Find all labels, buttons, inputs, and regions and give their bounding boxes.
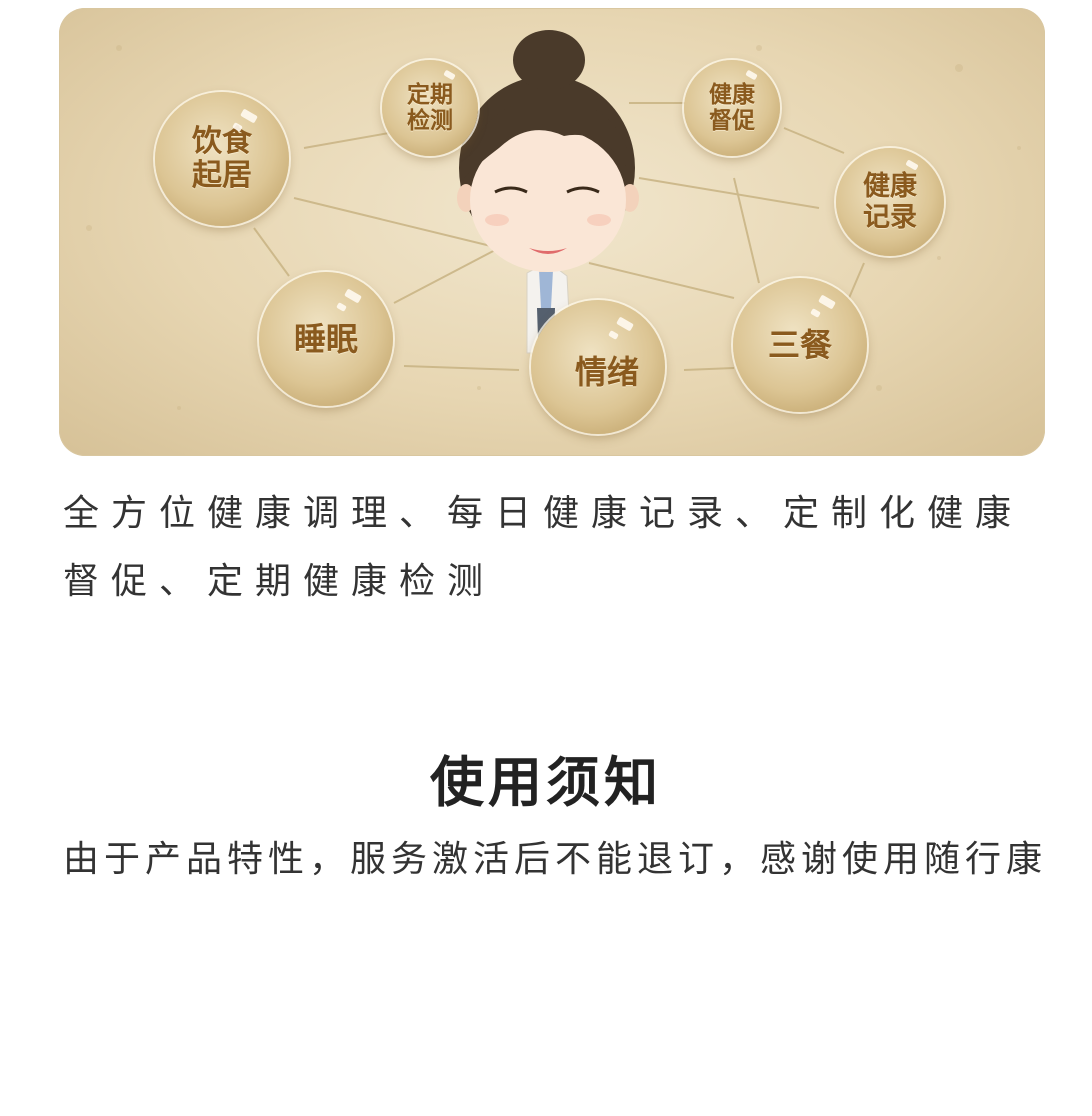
- doctor-figure: [457, 30, 639, 376]
- bubble-sleep-label: 睡眠: [293, 319, 358, 358]
- banner-illustration: [86, 30, 1021, 410]
- bubble-sleep: 睡眠: [259, 272, 393, 406]
- notice-title: 使用须知: [430, 751, 662, 814]
- bubble-record: 健康 记录: [836, 148, 944, 256]
- bubble-meals-label: 三餐: [767, 325, 832, 364]
- bubble-diet-label: 饮食 起居: [192, 123, 252, 193]
- bubble-meals: 三餐: [733, 278, 867, 412]
- bubble-supervise-label: 健康 督促: [709, 81, 755, 134]
- service-description: 全方位健康调理、每日健康记录、定制化健康督促、定期健康检测: [63, 493, 1024, 602]
- bubble-mood-label: 情绪: [574, 352, 639, 391]
- bubble-checkup: 定期 检测: [382, 60, 478, 156]
- health-service-banner: 饮食 起居 定期 检测 健康 督促 健康 记录 睡眠 情绪 三餐: [59, 8, 1045, 456]
- bubble-mood: 情绪: [531, 300, 665, 434]
- bubble-record-label: 健康 记录: [863, 170, 917, 233]
- bubble-diet: 饮食 起居: [155, 92, 289, 226]
- notice-text: 由于产品特性，服务激活后不能退订，感谢使用随行康: [63, 839, 1048, 880]
- bubble-checkup-label: 定期 检测: [407, 81, 453, 134]
- bubble-supervise: 健康 督促: [684, 60, 780, 156]
